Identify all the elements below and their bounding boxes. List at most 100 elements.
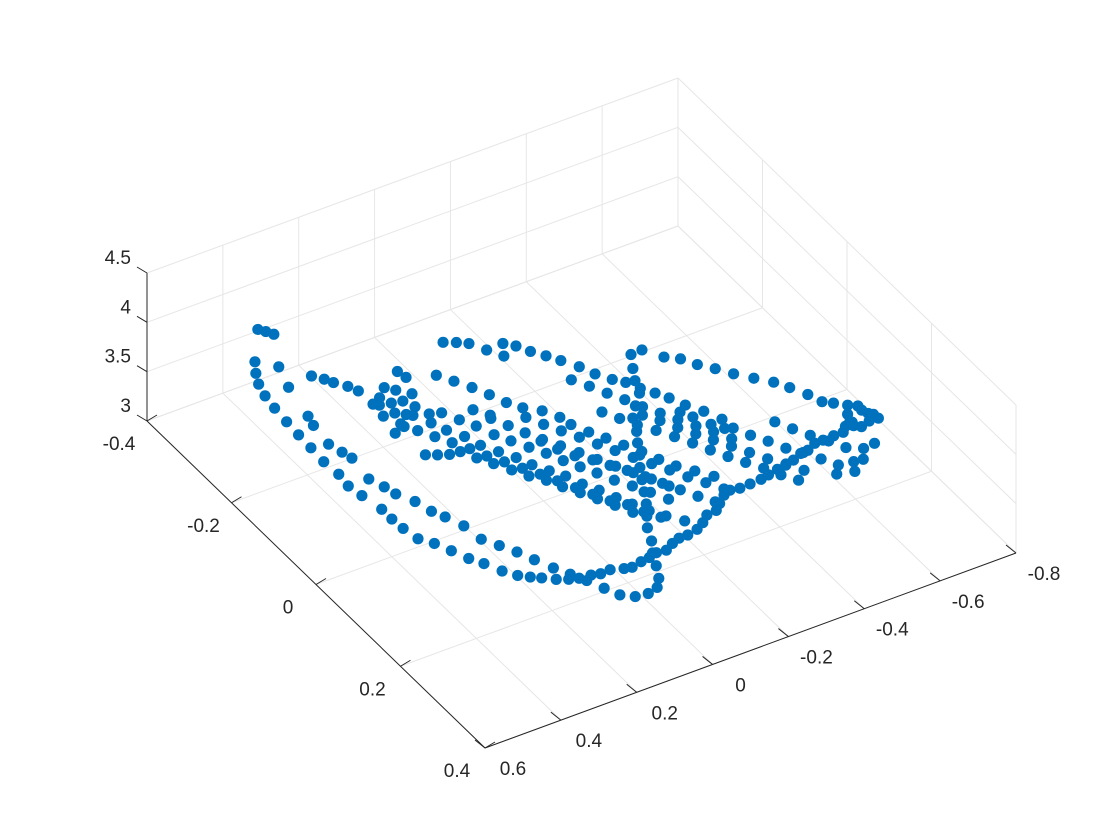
data-point	[604, 564, 616, 576]
data-point	[268, 328, 280, 340]
x-tick-label: 0.4	[444, 761, 471, 782]
data-point	[655, 511, 667, 523]
data-point	[585, 569, 597, 581]
data-point	[454, 446, 466, 458]
z-tick-label: 3.5	[105, 347, 131, 368]
data-point	[682, 529, 694, 541]
floor-gridline-y	[374, 337, 713, 665]
data-point	[474, 439, 487, 451]
data-point	[689, 465, 701, 477]
y-tick-label: -0.4	[876, 620, 909, 641]
axes	[146, 273, 1017, 749]
data-point	[569, 450, 581, 462]
data-point	[556, 481, 569, 493]
data-point	[709, 496, 721, 508]
data-point	[565, 418, 577, 431]
data-point	[488, 458, 500, 470]
data-point	[657, 477, 669, 489]
data-point	[792, 474, 805, 486]
y-tick	[929, 572, 941, 582]
data-point	[497, 337, 509, 350]
data-point	[815, 453, 827, 465]
floor-gridline-x	[400, 470, 932, 667]
data-point	[282, 381, 295, 393]
data-point	[727, 422, 739, 434]
data-point	[591, 493, 604, 505]
backwall-gridline-z	[677, 77, 1017, 406]
data-point	[686, 437, 699, 449]
data-point	[784, 381, 796, 394]
data-point	[744, 478, 756, 490]
data-point	[333, 468, 345, 480]
data-point	[596, 406, 608, 418]
data-point	[722, 450, 734, 463]
data-point	[650, 560, 662, 572]
data-point	[627, 362, 639, 375]
data-point	[467, 404, 479, 416]
data-point	[614, 412, 626, 425]
data-point	[524, 571, 536, 583]
data-point	[804, 429, 816, 441]
z-tick-label: 4.5	[105, 248, 131, 269]
data-point	[269, 402, 281, 414]
data-point	[423, 408, 435, 420]
data-point	[538, 418, 550, 430]
data-point	[520, 411, 532, 423]
data-point	[709, 363, 721, 375]
data-point	[352, 385, 364, 397]
data-point	[762, 435, 774, 447]
data-point	[253, 378, 265, 390]
sidewall-gridline-z	[146, 77, 679, 274]
data-point	[600, 432, 612, 444]
data-point	[523, 470, 535, 482]
data-point	[591, 438, 604, 450]
data-point	[802, 388, 814, 401]
tick-labels: -0.4 -0.2 0 0.2 0.4 0.6 0.4 0.2 0 -0.2 -0.4 -0.6 -0.…	[103, 248, 1061, 782]
data-point	[872, 412, 884, 424]
data-point	[726, 433, 738, 445]
data-point	[327, 376, 340, 389]
data-point	[601, 387, 613, 399]
data-point	[857, 453, 869, 465]
data-point	[409, 401, 421, 413]
data-point	[409, 495, 421, 508]
data-point	[540, 350, 552, 362]
data-point	[523, 441, 535, 453]
backwall-gridline-z	[677, 225, 1017, 554]
data-point	[506, 464, 518, 476]
x-tick-label: 0.2	[359, 679, 385, 700]
data-point	[827, 397, 840, 409]
y-tick-label: 0.4	[576, 731, 603, 752]
tick-marks	[136, 266, 1017, 749]
data-point	[797, 446, 810, 459]
data-point	[629, 590, 641, 603]
data-point	[653, 572, 665, 584]
data-point	[397, 522, 409, 535]
data-point	[670, 460, 682, 472]
data-point	[400, 408, 412, 421]
data-point	[519, 427, 531, 439]
data-point	[510, 340, 522, 352]
data-point	[718, 483, 730, 495]
data-point	[639, 471, 651, 483]
data-point	[471, 452, 483, 464]
data-point	[555, 425, 567, 437]
data-point	[500, 396, 512, 409]
floor-gridline-y	[450, 309, 789, 637]
data-point	[363, 473, 375, 485]
data-point	[679, 515, 691, 527]
data-point	[439, 511, 451, 523]
data-point	[540, 474, 553, 486]
data-point	[389, 427, 401, 439]
data-point	[550, 573, 562, 585]
data-point	[517, 402, 529, 414]
data-point	[868, 437, 881, 449]
floor-gridline-x	[231, 307, 763, 504]
data-point	[707, 434, 720, 446]
data-point	[436, 407, 448, 419]
y-tick	[1005, 544, 1017, 554]
data-point	[488, 429, 500, 441]
data-point	[645, 535, 658, 547]
data-point	[305, 442, 317, 454]
data-point	[547, 562, 559, 574]
